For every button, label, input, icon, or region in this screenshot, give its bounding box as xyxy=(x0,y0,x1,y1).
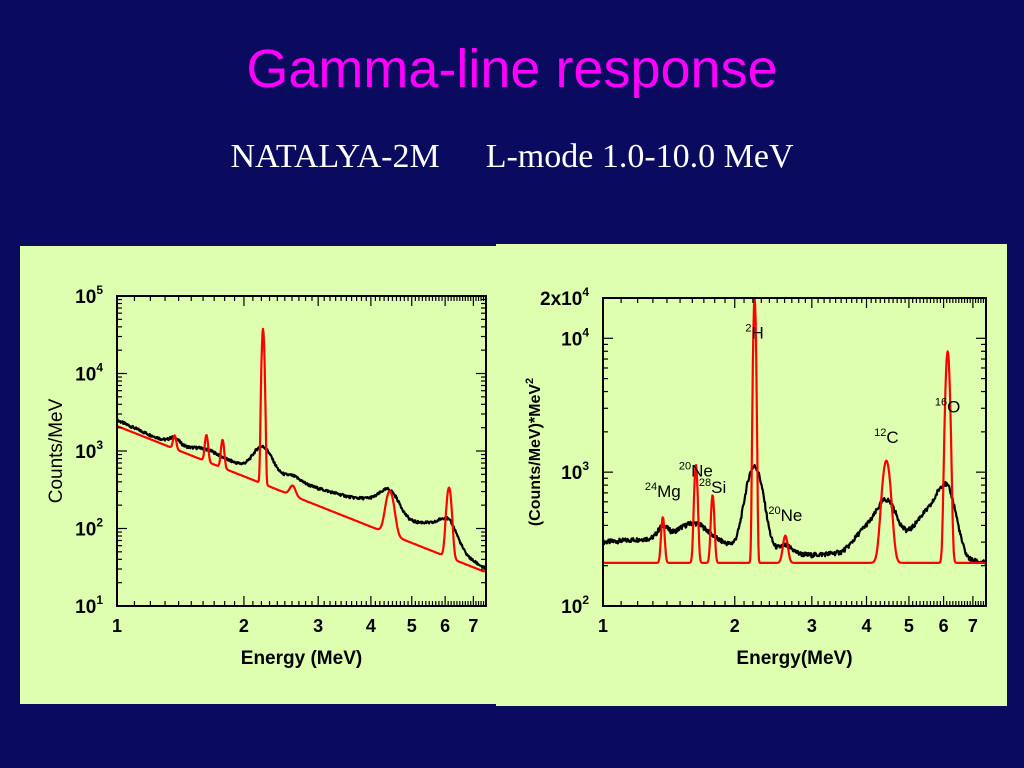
subtitle-detector: NATALYA-2M xyxy=(230,138,440,175)
x-tick-label: 7 xyxy=(468,616,478,636)
peak-label-si: 28Si xyxy=(699,477,726,497)
peak-label-o: 16O xyxy=(935,396,960,416)
peak-label-ne: 20Ne xyxy=(679,460,713,480)
y-tick-label: 102 xyxy=(561,593,589,618)
plot-frame xyxy=(116,295,487,607)
x-axis-label: Energy (MeV) xyxy=(241,648,362,669)
chart-panel-left: 1 2 3 4 5 6 7 101 102 103 104 105 Energy (MeV) Counts… xyxy=(20,246,496,704)
y-tick-label: 101 xyxy=(75,593,103,618)
series-line-measured xyxy=(601,463,988,566)
x-tick-label: 6 xyxy=(939,616,949,636)
series-line-simulated xyxy=(116,327,487,573)
x-tick-label: 1 xyxy=(112,616,122,636)
y-tick-label: 103 xyxy=(75,438,103,463)
y-tick-label: 105 xyxy=(75,283,103,308)
x-tick-label: 1 xyxy=(598,616,608,636)
series-line-measured xyxy=(115,418,488,571)
page-subtitle: NATALYA-2M L-mode 1.0-10.0 MeV xyxy=(0,138,1024,176)
x-tick-label: 3 xyxy=(313,616,323,636)
x-tick-label: 6 xyxy=(440,616,450,636)
counts-spectrum-chart: 1 2 3 4 5 6 7 101 102 103 104 105 Energy (MeV) Counts… xyxy=(46,283,488,669)
x-tick-label: 5 xyxy=(904,616,914,636)
y-tick-label: 103 xyxy=(561,459,589,484)
y-tick-label: 102 xyxy=(75,516,103,541)
x-tick-label: 7 xyxy=(968,616,978,636)
page-title: Gamma-line response xyxy=(246,39,778,99)
subtitle-mode: L-mode 1.0-10.0 MeV xyxy=(485,138,794,175)
y-tick-label: 2x104 xyxy=(540,285,589,310)
x-tick-label: 2 xyxy=(239,616,249,636)
x-tick-label: 2 xyxy=(730,616,740,636)
y-tick-label: 104 xyxy=(561,325,589,350)
peak-label-ne: 20Ne xyxy=(768,505,802,525)
chart-panel-right: 1 2 3 4 5 6 7 102 103 104 2x104 Energy(MeV) (Counts/… xyxy=(496,244,1007,706)
x-tick-label: 3 xyxy=(807,616,817,636)
peak-label-h: 2H xyxy=(745,322,763,342)
peak-label-c: 12C xyxy=(874,427,899,447)
series-line-simulated xyxy=(602,297,987,564)
weighted-spectrum-chart: 1 2 3 4 5 6 7 102 103 104 2x104 Energy(MeV) (Counts/… xyxy=(524,285,988,669)
y-tick-label: 104 xyxy=(75,361,103,386)
y-axis-label: Counts/MeV xyxy=(46,398,67,503)
x-tick-label: 4 xyxy=(366,616,376,636)
y-axis-label: (Counts/MeV)*MeV2 xyxy=(524,378,544,526)
x-tick-label: 4 xyxy=(862,616,872,636)
peak-label-mg: 24Mg xyxy=(645,481,681,501)
plot-frame xyxy=(602,297,987,607)
x-axis-label: Energy(MeV) xyxy=(736,648,852,669)
x-tick-label: 5 xyxy=(407,616,417,636)
